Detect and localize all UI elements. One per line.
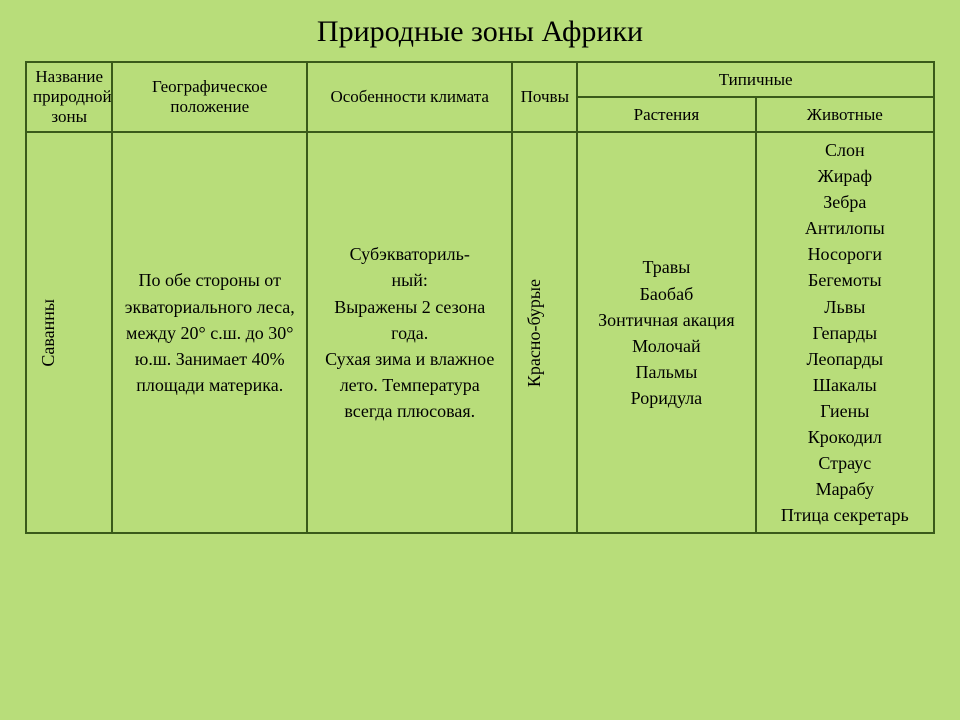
header-typical: Типичные: [577, 62, 934, 97]
page-title: Природные зоны Африки: [25, 15, 935, 49]
cell-climate: Субэкваториль- ный: Выражены 2 сезона го…: [307, 132, 512, 533]
header-climate-features: Особенности климата: [307, 62, 512, 132]
header-animals: Животные: [756, 97, 934, 132]
cell-soil: Красно-бурые: [512, 132, 577, 533]
cell-plants: Травы Баобаб Зонтичная акация Молочай Па…: [577, 132, 755, 533]
zones-table: Название природной зоны Географическое п…: [25, 61, 935, 534]
cell-geo: По обе стороны от экваториального леса, …: [112, 132, 307, 533]
cell-zone: Саванны: [26, 132, 112, 533]
header-geo-position: Географическое положение: [112, 62, 307, 132]
header-zone-name: Название природной зоны: [26, 62, 112, 132]
table-row: Саванны По обе стороны от экваториальног…: [26, 132, 934, 533]
zone-text: Саванны: [33, 289, 63, 377]
cell-animals: Слон Жираф Зебра Антилопы Носороги Бегем…: [756, 132, 934, 533]
header-row-1: Название природной зоны Географическое п…: [26, 62, 934, 97]
header-soils: Почвы: [512, 62, 577, 132]
header-plants: Растения: [577, 97, 755, 132]
soil-text: Красно-бурые: [519, 269, 549, 397]
